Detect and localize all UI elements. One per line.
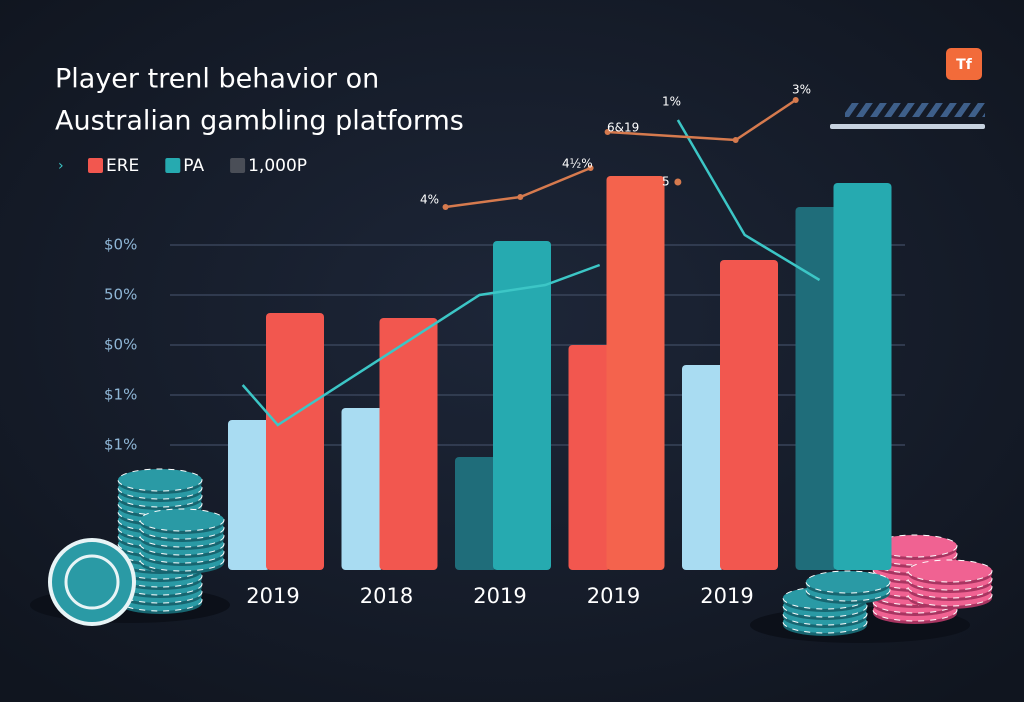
- coin: [805, 570, 891, 594]
- line-point: [442, 204, 449, 210]
- line-point: [792, 97, 799, 103]
- y-tick-label: 50%: [104, 286, 137, 304]
- chart-title: Australian gambling platforms: [55, 106, 464, 137]
- legend-swatch: [230, 158, 246, 173]
- point: [674, 178, 682, 186]
- y-tick-label: $0%: [104, 336, 137, 354]
- annotation: 6&19: [607, 121, 639, 135]
- x-tick-label: 2019: [700, 584, 753, 608]
- bar: [493, 241, 551, 570]
- coin: [117, 468, 203, 492]
- annotation: 3%: [792, 83, 811, 97]
- x-tick-label: 2019: [246, 584, 299, 608]
- annotation: 5: [662, 175, 670, 189]
- bar: [228, 420, 270, 570]
- coin: [64, 554, 120, 610]
- line-point: [732, 137, 739, 143]
- bar: [568, 345, 611, 570]
- coin: [907, 559, 993, 583]
- coin: [48, 538, 136, 626]
- bar: [606, 176, 665, 570]
- line: [241, 263, 601, 427]
- bar: [833, 183, 892, 570]
- badge: [946, 48, 982, 80]
- line-point: [517, 194, 524, 200]
- coin: [872, 534, 958, 558]
- bar: [720, 260, 778, 570]
- annotation: 1%: [662, 95, 681, 109]
- coin: [139, 508, 225, 532]
- legend-swatch: [88, 158, 103, 173]
- decoration: [845, 103, 985, 117]
- legend-swatch: [165, 158, 181, 173]
- y-tick-label: $1%: [104, 386, 137, 404]
- bar: [455, 457, 497, 570]
- coins: [30, 468, 993, 643]
- legend-label: ERE: [106, 156, 139, 176]
- bar: [266, 313, 324, 570]
- chart-title: Player trenl behavior on: [55, 64, 379, 95]
- bar: [682, 365, 724, 570]
- bar: [379, 318, 438, 570]
- bar: [341, 408, 384, 570]
- legend-label: 1,000P: [248, 156, 307, 176]
- y-tick-label: $1%: [104, 436, 137, 454]
- bar: [795, 207, 838, 570]
- legend-arrow: ›: [58, 158, 64, 174]
- y-tick-label: $0%: [104, 236, 137, 254]
- x-tick-label: 2019: [587, 584, 640, 608]
- x-tick-label: 2018: [360, 584, 413, 608]
- annotation: 4½%: [562, 157, 593, 171]
- line-point: [587, 165, 594, 171]
- line-point: [604, 129, 611, 135]
- line: [676, 119, 821, 282]
- decoration: [830, 124, 985, 129]
- annotation: 4%: [420, 193, 439, 207]
- legend-label: PA: [183, 156, 204, 176]
- badge-text: Tf: [956, 57, 973, 73]
- x-tick-label: 2019: [473, 584, 526, 608]
